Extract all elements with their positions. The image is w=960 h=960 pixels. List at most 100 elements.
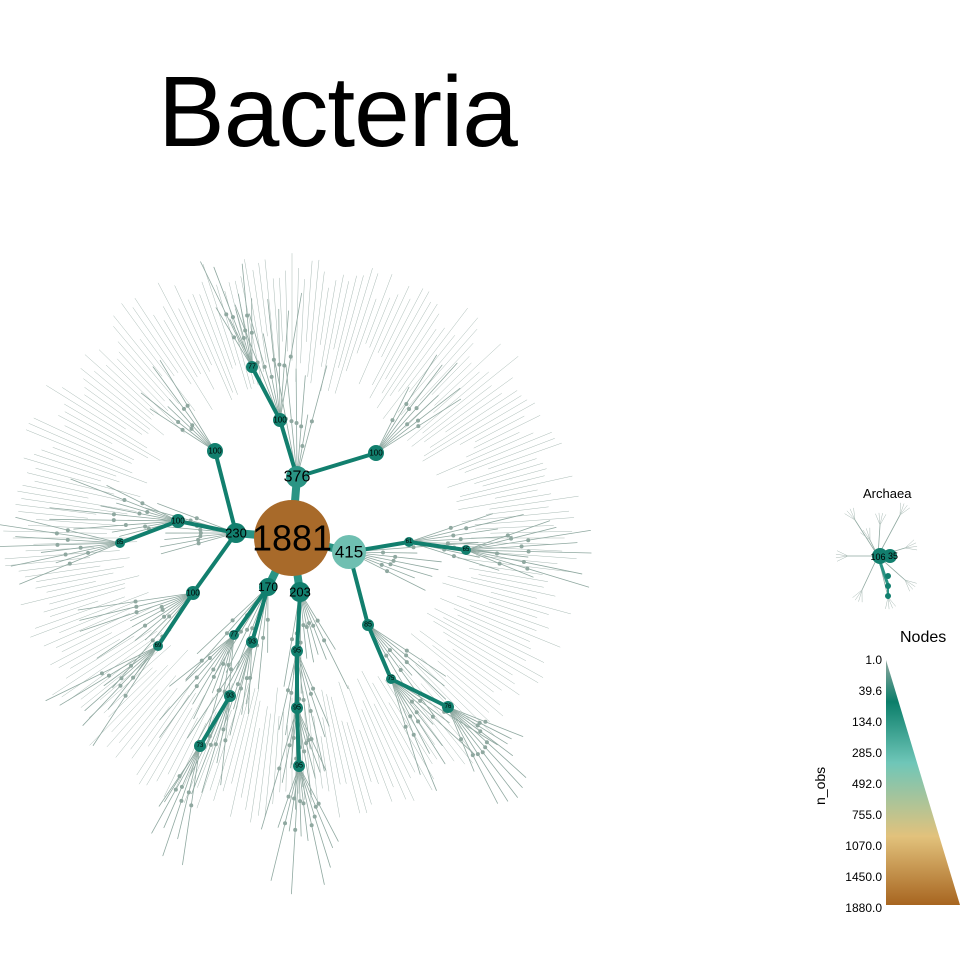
tree-leaf-node: [459, 737, 464, 742]
tree-edge: [333, 281, 349, 350]
tree-edge: [365, 274, 393, 344]
tree-leaf-node: [414, 406, 419, 411]
tree-edge: [879, 514, 887, 526]
tree-edge: [488, 442, 562, 470]
tree-edge: [419, 630, 502, 691]
tree-edge: [407, 540, 468, 552]
tree-edge: [427, 612, 544, 678]
tree-leaf-node: [307, 621, 312, 626]
tree-edge: [250, 365, 282, 422]
tree-leaf-node: [249, 330, 254, 335]
tree-edge: [443, 617, 527, 661]
tree-leaf-node: [238, 686, 243, 691]
node-count-label: 69: [155, 643, 162, 649]
tree-edge: [21, 498, 128, 515]
tree-edge: [445, 393, 502, 433]
tree-edge: [410, 633, 501, 706]
tree-edge: [272, 278, 280, 361]
legend-tick: 1450.0: [845, 870, 882, 884]
tree-edge: [899, 507, 910, 516]
tree-leaf-node: [287, 743, 292, 748]
tree-edge: [382, 308, 468, 419]
tree-edge: [357, 678, 415, 801]
tree-edge: [35, 596, 125, 629]
tree-edge: [875, 513, 881, 526]
tree-edge: [213, 449, 238, 535]
tree-leaf-node: [311, 686, 316, 691]
tree-leaf-node: [250, 626, 255, 631]
tree-edge: [232, 585, 270, 637]
tree-edge: [33, 453, 120, 483]
tree-edge: [453, 608, 530, 642]
tree-edge: [252, 269, 267, 363]
tree-edge: [307, 703, 319, 807]
tree-leaf-node: [248, 675, 253, 680]
tree-edge: [320, 274, 344, 392]
tree-leaf-node: [196, 541, 201, 546]
tree-edge: [417, 660, 496, 737]
tree-edge: [43, 587, 126, 613]
tree-edge: [373, 703, 411, 779]
tree-edge: [464, 438, 555, 473]
tree-edge: [904, 547, 918, 551]
tree-leaf-node: [398, 668, 403, 673]
tree-leaf-node: [238, 629, 243, 634]
tree-leaf-node: [224, 631, 229, 636]
tree-edge: [473, 415, 541, 449]
tree-edge: [904, 546, 918, 549]
tree-leaf-node: [177, 774, 182, 779]
tree-edge: [478, 574, 544, 588]
tree-edge: [148, 682, 193, 747]
tree-edge: [157, 282, 215, 390]
tree-leaf-node: [133, 599, 138, 604]
tree-edge: [258, 713, 271, 816]
tree-leaf-node: [118, 683, 123, 688]
tree-edge: [139, 339, 196, 412]
tree-edge: [191, 531, 238, 595]
tree-edge: [196, 709, 232, 809]
tree-node: [246, 636, 258, 648]
legend-tick: 492.0: [851, 777, 882, 791]
node-count-label: 61: [406, 539, 413, 545]
tree-edge: [362, 700, 407, 800]
tree-leaf-node: [213, 742, 218, 747]
tree-leaf-node: [483, 745, 488, 750]
tree-edge: [384, 679, 438, 760]
tree-leaf-node: [190, 423, 195, 428]
tree-edge: [429, 390, 518, 448]
tree-leaf-node: [470, 753, 475, 758]
tree-edge: [295, 706, 301, 768]
tree-edge: [50, 632, 112, 665]
tree-edge: [209, 705, 238, 791]
tree-edge: [65, 635, 135, 679]
tree-edge: [904, 579, 916, 587]
tree-edge: [52, 447, 148, 484]
tree-edge: [43, 607, 133, 647]
tree-node: [171, 514, 185, 528]
tree-edge: [377, 676, 433, 764]
tree-edge: [436, 432, 534, 476]
tree-edge: [307, 259, 320, 377]
tree-edge: [84, 394, 143, 435]
tree-edge: [80, 630, 172, 700]
tree-edge: [167, 717, 198, 775]
tree-edge: [163, 320, 198, 378]
tree-node: [153, 641, 163, 651]
tree-edge: [330, 696, 361, 814]
tree-leaf-node: [282, 363, 287, 368]
tree-leaf-node: [403, 724, 408, 729]
tree-edge: [855, 589, 863, 601]
legend-tick: 39.6: [858, 684, 882, 698]
tree-leaf-node: [294, 420, 299, 425]
tree-edge: [300, 279, 305, 364]
tree-edge: [409, 335, 456, 393]
node-count-label: 93: [248, 639, 256, 646]
tree-edge: [490, 530, 573, 534]
tree-edge: [30, 592, 149, 638]
tree-edge: [879, 513, 883, 526]
tree-leaf-node: [179, 798, 184, 803]
tree-leaf-node: [134, 604, 139, 609]
tree-edge: [432, 645, 494, 693]
tree-edge: [346, 273, 379, 372]
tree-edge: [80, 667, 131, 708]
